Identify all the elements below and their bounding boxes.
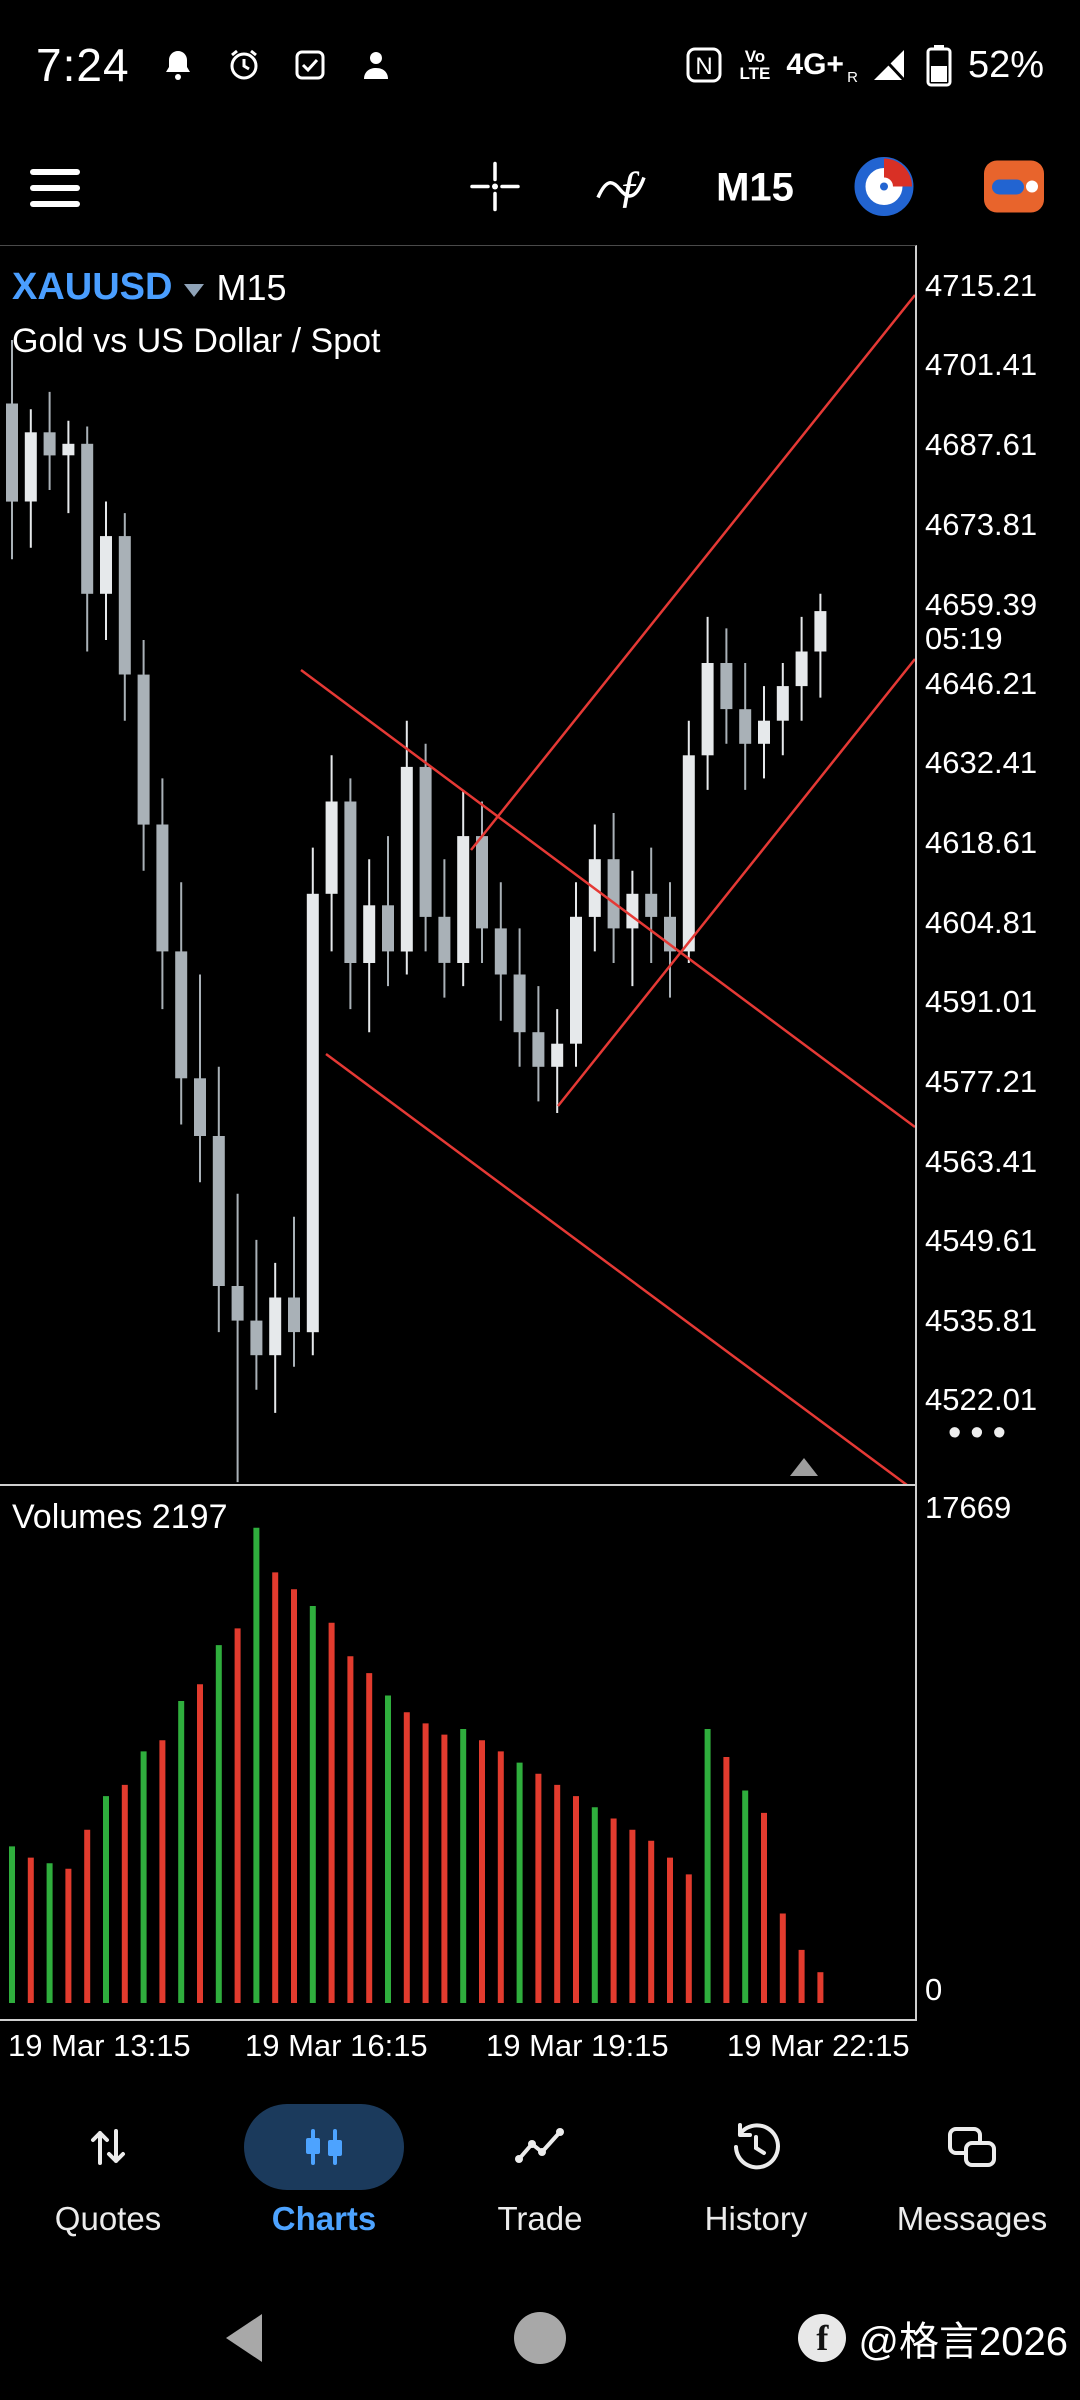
price-axis-label: 4604.81 [925, 904, 1038, 940]
candlestick-chart[interactable] [0, 246, 915, 1485]
price-axis-label: 4618.61 [925, 825, 1038, 861]
price-axis-label: 4701.41 [925, 347, 1038, 383]
volume-pane[interactable]: Volumes 2197 [0, 1484, 917, 2021]
nav-label: Trade [497, 2200, 583, 2237]
battery-percent: 52% [967, 43, 1044, 86]
price-axis-label: 4632.41 [925, 745, 1038, 781]
volume-indicator-label: Volumes 2197 [12, 1498, 228, 1536]
candlestick-icon [306, 2129, 342, 2165]
volte-icon: Vo LTE [739, 47, 771, 83]
time-axis-label: 19 Mar 19:15 [486, 2028, 669, 2063]
signal-icon [870, 46, 908, 84]
nav-item-messages[interactable]: Messages [864, 2088, 1080, 2278]
price-axis-label: 4673.81 [925, 506, 1038, 542]
nav-item-trade[interactable]: Trade [432, 2088, 648, 2278]
nav-label: Messages [896, 2200, 1048, 2237]
symbol-description: Gold vs US Dollar / Spot [12, 322, 381, 360]
person-icon [358, 47, 394, 83]
scroll-to-end-icon[interactable] [790, 1458, 818, 1476]
broker-app-icon [984, 160, 1044, 213]
active-nav-pill [244, 2104, 404, 2190]
nav-item-history[interactable]: History [648, 2088, 864, 2278]
time-axis: 19 Mar 13:15 19 Mar 16:15 19 Mar 19:15 1… [0, 2028, 1080, 2072]
crosshair-button[interactable] [466, 158, 524, 219]
volume-chart[interactable] [0, 1486, 915, 2019]
message-check-icon [292, 47, 328, 83]
nav-label: Quotes [54, 2200, 162, 2237]
sessions-button[interactable] [852, 155, 916, 222]
broker-app-button[interactable] [982, 155, 1046, 222]
quotes-arrows-icon [91, 2129, 125, 2165]
messages-icon [948, 2127, 996, 2167]
volume-axis-min: 0 [925, 1972, 943, 2007]
status-bar-right: N Vo LTE 4G+ R 52% [684, 43, 1044, 87]
symbol-name: XAUUSD [12, 266, 173, 308]
indicators-icon: ƒ [596, 161, 646, 212]
status-bar: 7:24 N Vo LTE 4G+ R [0, 0, 1080, 130]
nav-item-charts[interactable]: Charts [216, 2088, 432, 2278]
chart-toolbar: ƒ M15 [0, 130, 1080, 246]
battery-icon [926, 43, 952, 87]
android-back-button[interactable] [226, 2314, 262, 2362]
history-clock-icon [734, 2123, 780, 2170]
volume-axis-max: 17669 [925, 1490, 1012, 1525]
nfc-icon: N [684, 45, 724, 85]
price-axis-label: 4577.21 [925, 1063, 1038, 1099]
time-axis-label: 19 Mar 16:15 [245, 2028, 428, 2063]
price-chart-pane[interactable]: XAUUSD M15 Gold vs US Dollar / Spot [0, 245, 917, 1485]
menu-button[interactable] [30, 159, 80, 217]
svg-text:ƒ: ƒ [618, 161, 641, 212]
alarm-clock-icon [226, 47, 262, 83]
nav-label: History [704, 2200, 808, 2237]
bottom-nav: Quotes Charts [0, 2088, 1080, 2278]
current-price: 4659.39 [925, 586, 1038, 622]
network-type-indicator: 4G+ R [786, 48, 858, 86]
chevron-down-icon [184, 284, 205, 297]
price-axis-label: 4715.21 [925, 267, 1038, 303]
bar-countdown: 05:19 [925, 620, 1003, 656]
trade-line-icon [515, 2128, 564, 2163]
svg-text:N: N [695, 53, 712, 80]
time-axis-label: 19 Mar 22:15 [727, 2028, 910, 2063]
watermark: f @格言2026 [798, 2302, 1068, 2374]
bell-icon [160, 47, 196, 83]
price-axis-label: 4563.41 [925, 1143, 1038, 1179]
timeframe-button[interactable]: M15 [700, 166, 810, 211]
sessions-icon [854, 157, 914, 216]
symbol-timeframe: M15 [216, 266, 287, 308]
indicator-menu-dots[interactable]: ••• [948, 1412, 1015, 1454]
nav-item-quotes[interactable]: Quotes [0, 2088, 216, 2278]
symbol-header[interactable]: XAUUSD M15 [12, 266, 287, 309]
watermark-handle: @格言2026 [858, 2320, 1068, 2364]
time-axis-label: 19 Mar 13:15 [8, 2028, 191, 2063]
android-home-button[interactable] [514, 2312, 566, 2364]
price-axis-label: 4549.61 [925, 1223, 1038, 1259]
price-axis-label: 4591.01 [925, 984, 1038, 1020]
nav-label: Charts [271, 2200, 377, 2237]
indicators-button[interactable]: ƒ [592, 158, 658, 219]
price-axis-label: 4535.81 [925, 1302, 1038, 1338]
facebook-icon: f [798, 2314, 847, 2362]
price-axis-label: 4687.61 [925, 427, 1038, 463]
price-axis-label: 4646.21 [925, 665, 1038, 701]
status-clock: 7:24 [36, 39, 130, 91]
current-price-tag: 4659.39 05:19 [925, 586, 1038, 656]
crosshair-icon [470, 161, 520, 212]
